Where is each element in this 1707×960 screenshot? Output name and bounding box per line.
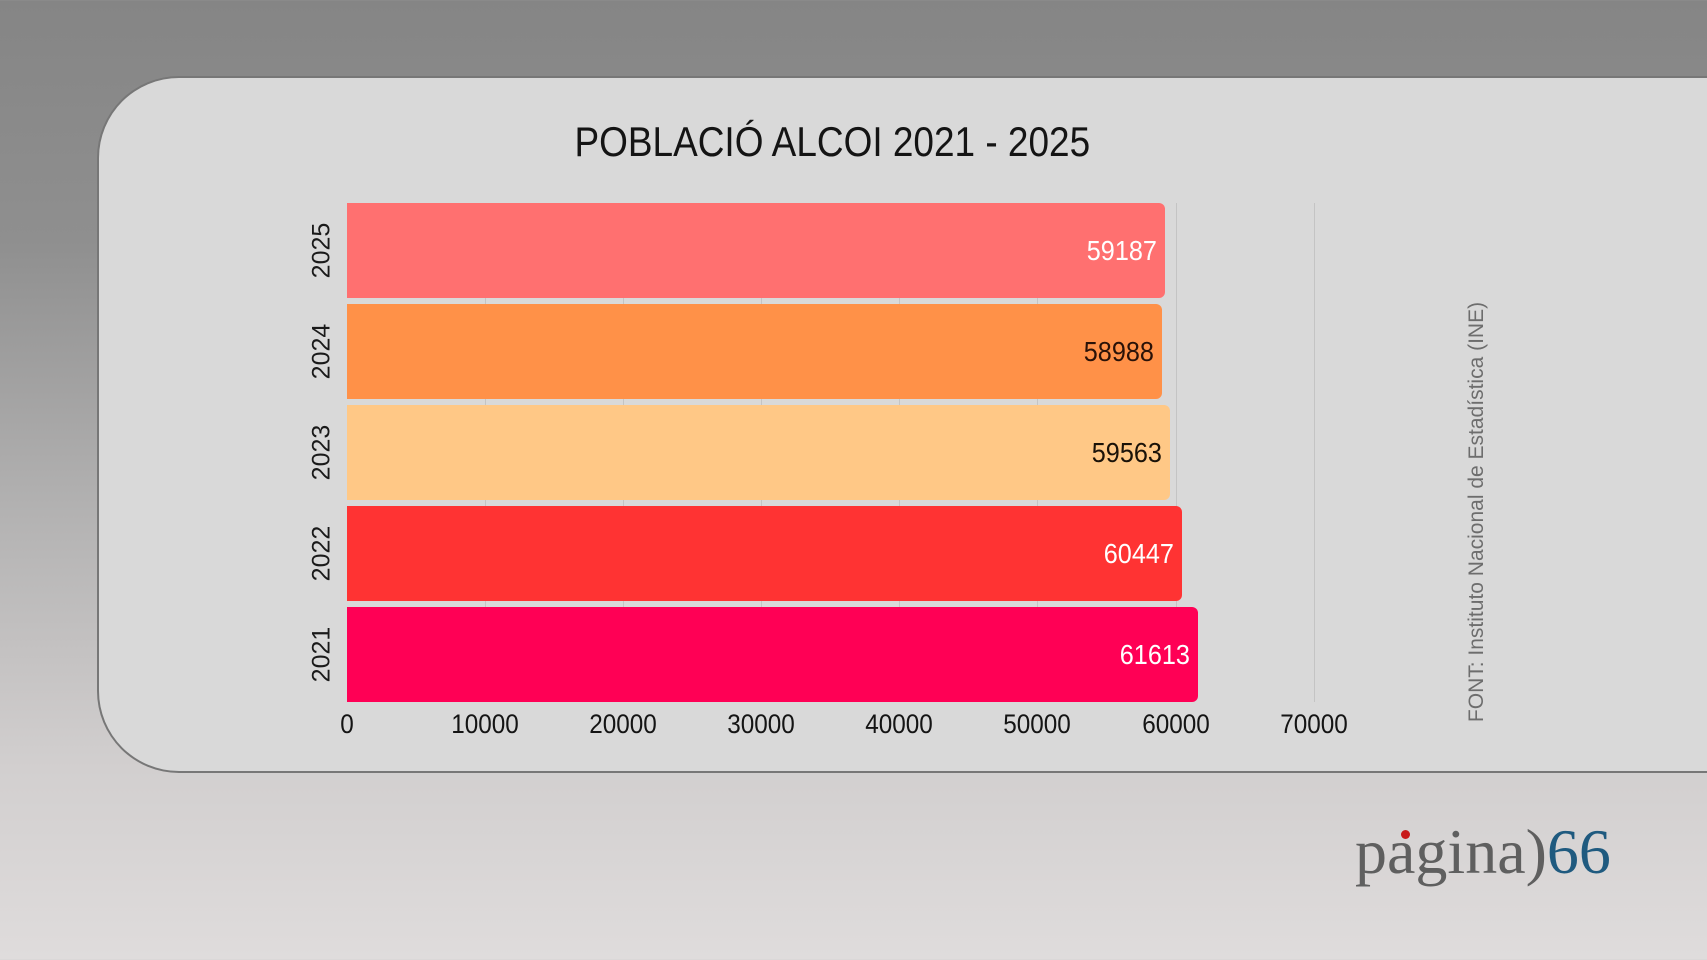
bar-2024: 58988 <box>347 304 1162 399</box>
x-tick-label: 20000 <box>589 709 657 739</box>
bar-2021: 61613 <box>347 607 1199 702</box>
bar-2025: 59187 <box>347 203 1165 298</box>
y-axis-label-2022: 2022 <box>302 506 342 601</box>
x-tick-label: 60000 <box>1142 709 1210 739</box>
bar-value-label: 60447 <box>1103 537 1175 569</box>
y-axis-label-2025: 2025 <box>302 203 342 298</box>
x-tick-label: 50000 <box>1003 709 1071 739</box>
logo-accent-dot-icon <box>1401 830 1410 839</box>
plot-area: 59187 58988 59563 60447 61613 <box>347 203 1447 703</box>
bar-value-label: 61613 <box>1120 638 1191 670</box>
logo-number: 66 <box>1546 816 1611 887</box>
x-tick-label: 30000 <box>727 709 795 739</box>
bar-value-label: 59563 <box>1091 436 1162 468</box>
brand-logo: pagina)66 <box>1355 820 1611 884</box>
x-tick-label: 40000 <box>865 709 933 739</box>
year-label: 2022 <box>307 525 336 582</box>
bar-2023: 59563 <box>347 405 1170 500</box>
gridline <box>1314 203 1315 702</box>
y-axis-label-2024: 2024 <box>302 304 342 399</box>
logo-word: pagina <box>1355 816 1526 887</box>
year-label: 2025 <box>307 222 336 279</box>
y-axis-label-2021: 2021 <box>302 607 342 702</box>
chart-title: POBLACIÓ ALCOI 2021 - 2025 <box>574 118 1091 165</box>
year-label: 2023 <box>307 424 336 481</box>
year-label: 2024 <box>307 323 336 380</box>
x-tick-label: 10000 <box>451 709 519 739</box>
bar-value-label: 58988 <box>1083 335 1154 367</box>
source-text: FONT: Instituto Nacional de Estadística … <box>1465 301 1488 723</box>
logo-bracket: ) <box>1525 816 1547 887</box>
x-tick-label: 0 <box>340 709 354 739</box>
gridline <box>1176 203 1177 702</box>
bar-2022: 60447 <box>347 506 1183 601</box>
year-label: 2021 <box>307 626 336 683</box>
y-axis-label-2023: 2023 <box>302 405 342 500</box>
bar-value-label: 59187 <box>1086 234 1157 266</box>
x-tick-label: 70000 <box>1280 709 1348 739</box>
